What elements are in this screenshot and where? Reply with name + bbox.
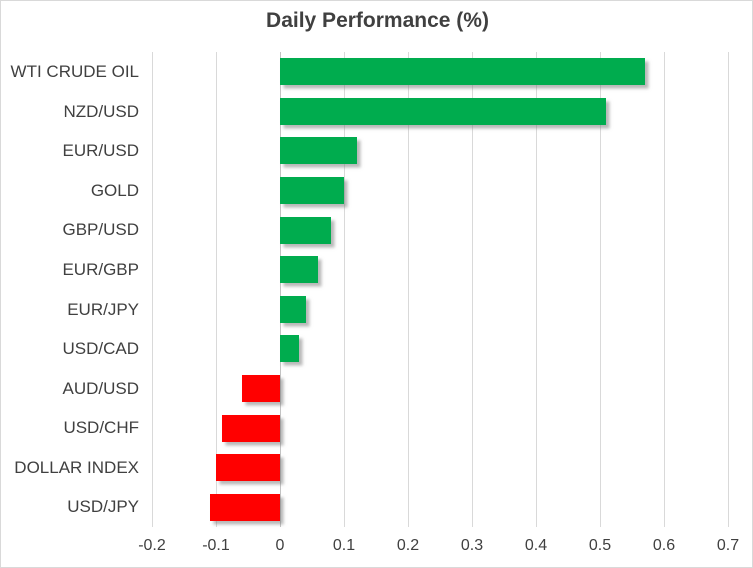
gridline <box>663 52 665 527</box>
x-tick-label: -0.1 <box>202 537 230 554</box>
bar-gold <box>280 177 344 205</box>
bar-gbp-usd <box>280 216 332 244</box>
bar-eur-usd <box>280 137 357 165</box>
x-tick-label: 0.4 <box>524 537 548 554</box>
x-tick-label: 0.6 <box>652 537 676 554</box>
gridline <box>599 52 601 527</box>
bar-wti-crude-oil <box>280 58 645 86</box>
bar-eur-gbp <box>280 256 319 284</box>
bar-aud-usd <box>241 374 280 402</box>
gridline <box>151 52 153 527</box>
category-label-usd-cad: USD/CAD <box>62 339 139 359</box>
category-label-gold: GOLD <box>90 180 139 200</box>
category-label-gbp-usd: GBP/USD <box>62 220 139 240</box>
gridline <box>471 52 473 527</box>
chart-title: Daily Performance (%) <box>266 9 489 32</box>
bar-usd-chf <box>222 414 280 442</box>
gridline <box>343 52 345 527</box>
x-tick-label: 0.2 <box>396 537 420 554</box>
category-label-wti-crude-oil: WTI CRUDE OIL <box>10 62 139 81</box>
x-tick-label: 0 <box>275 537 285 554</box>
category-label-eur-gbp: EUR/GBP <box>62 259 139 279</box>
x-tick-label: -0.2 <box>138 537 166 554</box>
category-axis: WTI CRUDE OIL NZD/USD EUR/USD GOLD GBP/USD EU… <box>1 52 139 527</box>
bar-eur-jpy <box>280 295 306 323</box>
bar-usd-cad <box>280 335 300 363</box>
zero-axis-line <box>279 52 281 527</box>
bar-usd-jpy <box>209 493 280 521</box>
gridline <box>215 52 217 527</box>
category-label-eur-usd: EUR/USD <box>62 141 139 161</box>
gridline <box>407 52 409 527</box>
category-label-nzd-usd: NZD/USD <box>63 101 139 121</box>
gridline <box>727 52 729 527</box>
bar-dollar-index <box>216 454 280 482</box>
plot-area <box>151 52 729 527</box>
category-label-dollar-index: DOLLAR INDEX <box>14 457 139 477</box>
bar-nzd-usd <box>280 97 607 125</box>
category-label-usd-chf: USD/CHF <box>63 418 139 438</box>
x-tick-label: 0.1 <box>332 537 356 554</box>
x-tick-label: 0.5 <box>588 537 612 554</box>
category-label-usd-jpy: USD/JPY <box>67 497 139 517</box>
category-label-aud-usd: AUD/USD <box>62 378 139 398</box>
value-axis: -0.2 -0.1 0 0.1 0.2 0.3 0.4 0.5 0.6 0.7 <box>1 537 752 559</box>
x-tick-label: 0.7 <box>716 537 740 554</box>
gridline <box>535 52 537 527</box>
x-tick-label: 0.3 <box>460 537 484 554</box>
category-label-eur-jpy: EUR/JPY <box>67 299 139 319</box>
